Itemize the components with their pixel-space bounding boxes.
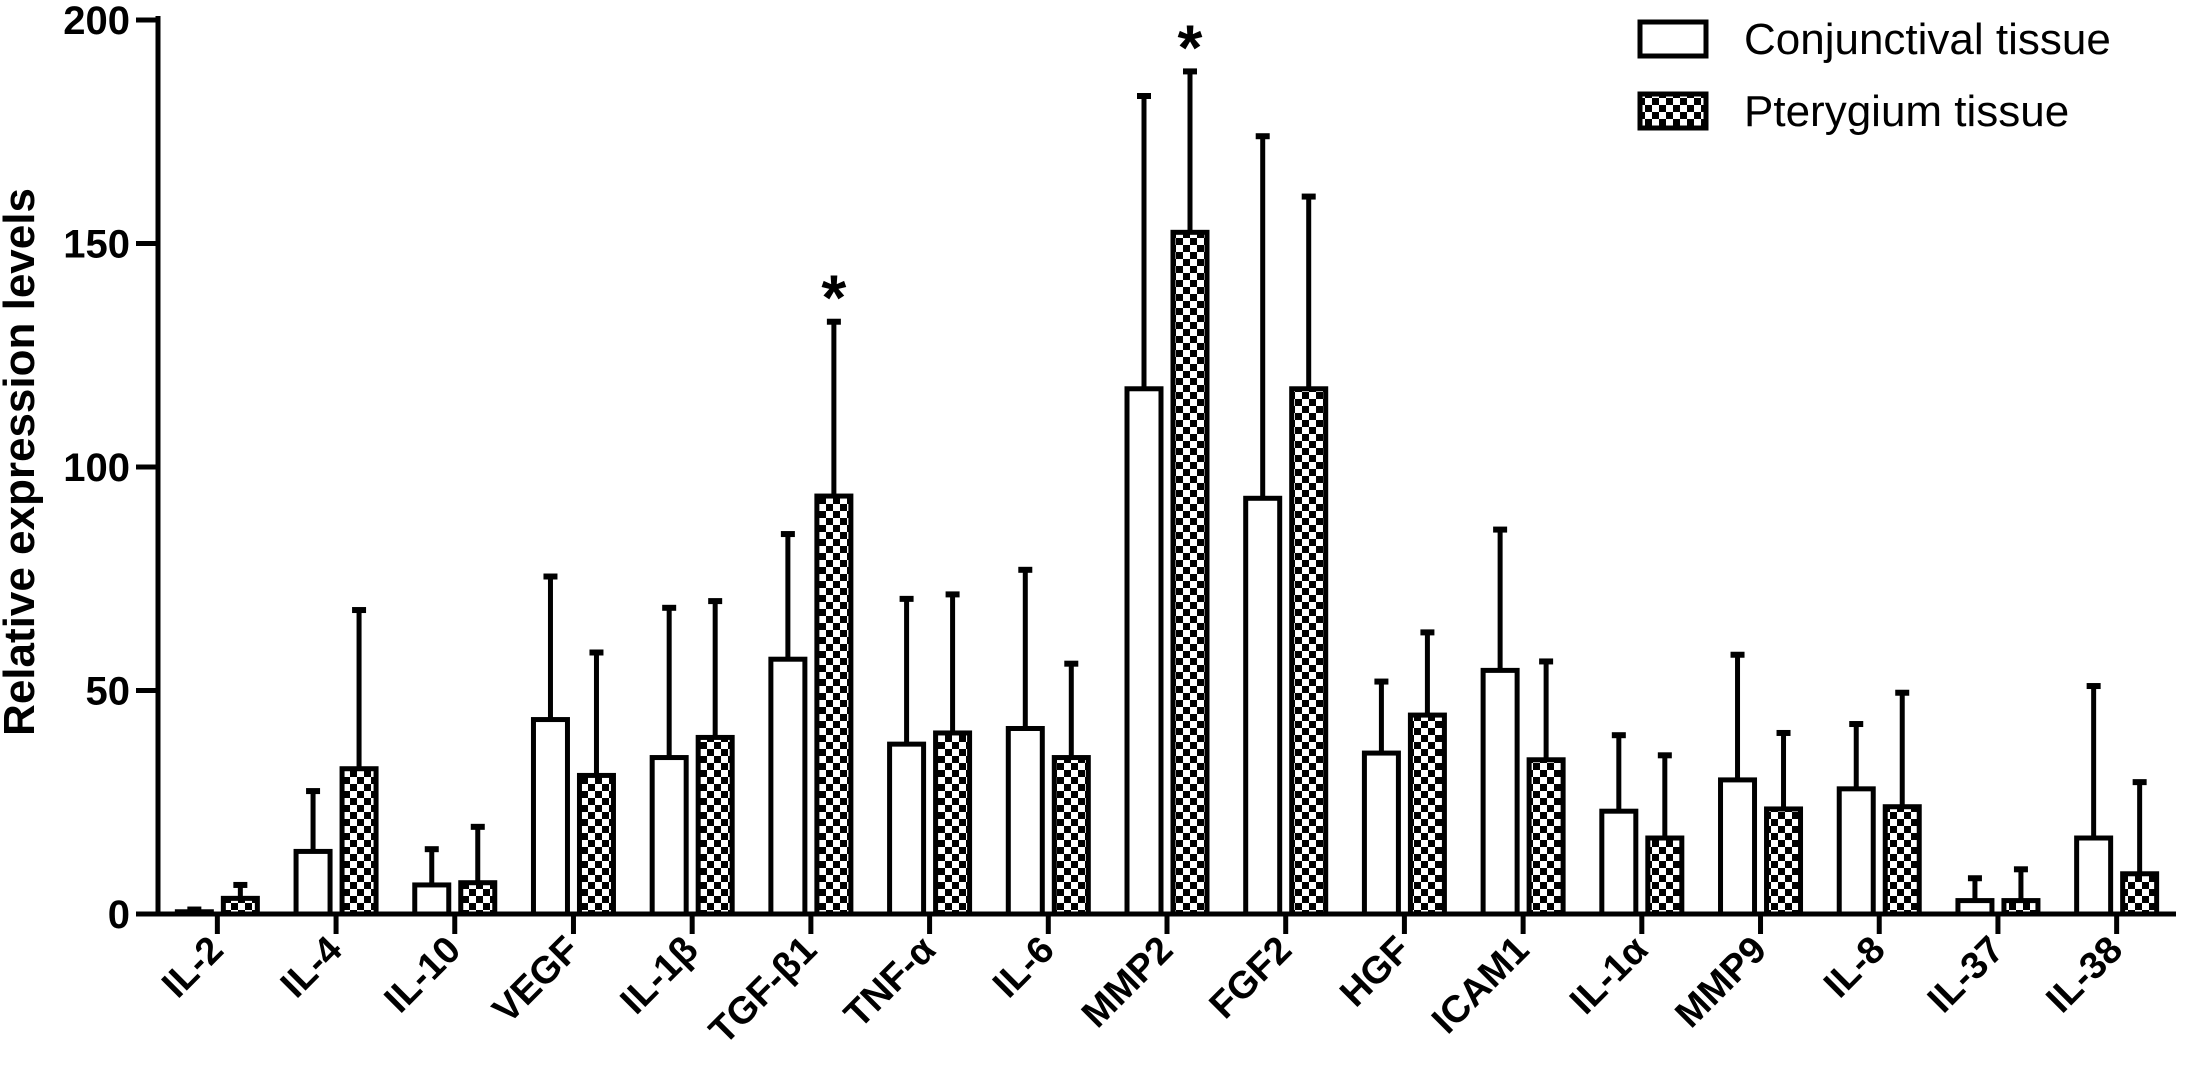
bar-conjunctival (293, 848, 333, 917)
bar-pterygium (1289, 386, 1329, 917)
bar-pterygium (576, 772, 616, 917)
bar-pterygium (1764, 806, 1804, 917)
x-tick-label: MMP9 (1668, 929, 1775, 1036)
x-tick-label: IL-10 (377, 929, 469, 1021)
bar-conjunctival (1836, 786, 1876, 917)
x-tick-label: IL-1α (1562, 929, 1656, 1023)
x-tick-label: IL-4 (273, 929, 350, 1006)
y-tick-label: 50 (86, 670, 131, 714)
bar-pterygium (1407, 712, 1447, 917)
bar-pterygium (695, 734, 735, 917)
bar-pterygium (2120, 871, 2160, 917)
x-tick-label: TNF-α (837, 929, 944, 1036)
x-tick-label: IL-38 (2039, 929, 2131, 1021)
y-tick-label: 0 (108, 893, 130, 937)
bar-conjunctival (1480, 667, 1520, 917)
bars-layer: ** (174, 11, 2160, 917)
x-tick-label: IL-1β (613, 929, 707, 1023)
significance-marker: * (1178, 11, 1203, 83)
bar-conjunctival (1718, 777, 1758, 917)
bar-conjunctival (412, 882, 452, 917)
significance-marker: * (821, 262, 846, 334)
bar-pterygium (1645, 835, 1685, 917)
x-tick-label: FGF2 (1202, 929, 1300, 1027)
bar-conjunctival (887, 741, 927, 917)
bar-conjunctival (1243, 495, 1283, 917)
bar-pterygium (1170, 229, 1210, 917)
bar-pterygium (1882, 804, 1922, 917)
y-tick-label: 150 (63, 223, 130, 267)
legend-label: Conjunctival tissue (1744, 15, 2111, 64)
legend-swatch (1637, 91, 1709, 131)
x-tick-label: IL-37 (1920, 929, 2012, 1021)
y-axis-label: Relative expression levels (0, 188, 44, 736)
x-tick-label: MMP2 (1074, 929, 1181, 1036)
x-tick-label: IL-6 (985, 929, 1062, 1006)
bar-pterygium (814, 493, 854, 917)
bar-conjunctival (649, 755, 689, 917)
bar-pterygium (933, 730, 973, 917)
x-tick-label: IL-2 (154, 929, 231, 1006)
legend: Conjunctival tissue Pterygium tissue (1637, 15, 2111, 136)
y-tick-label: 100 (63, 446, 130, 490)
x-tick-label: TGF-β1 (702, 929, 826, 1053)
bar-conjunctival (2074, 835, 2114, 917)
bar-pterygium (458, 880, 498, 917)
legend-swatch (1637, 19, 1709, 59)
x-tick-label: VEGF (485, 929, 588, 1032)
y-tick-label: 200 (63, 0, 130, 43)
bar-pterygium (339, 766, 379, 917)
bar-pterygium (1526, 757, 1566, 917)
bar-conjunctival (530, 717, 570, 917)
bar-conjunctival (768, 656, 808, 917)
legend-label: Pterygium tissue (1744, 87, 2069, 136)
x-tick-label: HGF (1332, 929, 1418, 1015)
bar-conjunctival (1599, 808, 1639, 917)
bar-conjunctival (1124, 386, 1164, 917)
bar-conjunctival (1361, 750, 1401, 917)
x-tick-label: ICAM1 (1424, 929, 1537, 1042)
bar-pterygium (1051, 755, 1091, 917)
x-tick-label: IL-8 (1816, 929, 1893, 1006)
bar-conjunctival (1005, 725, 1045, 917)
